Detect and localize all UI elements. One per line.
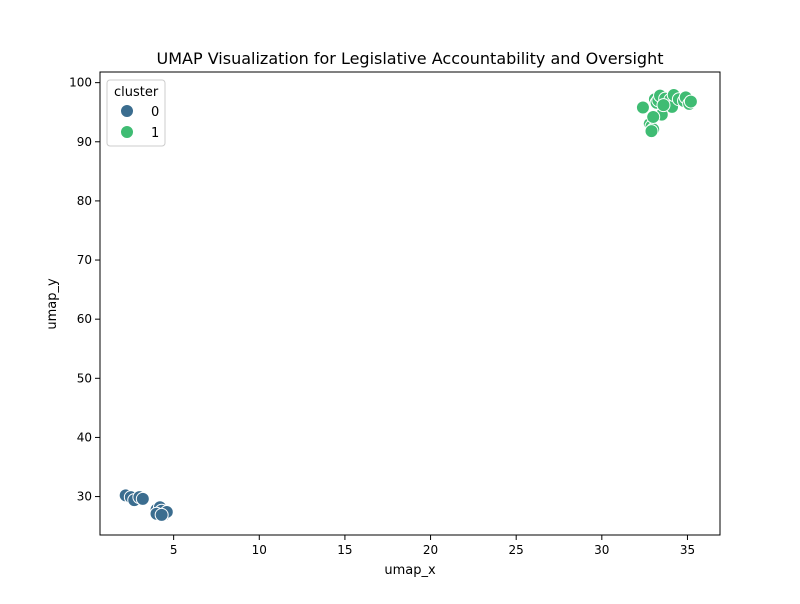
y-tick-label: 50 <box>77 371 92 385</box>
x-tick-label: 10 <box>252 543 267 557</box>
axes-frame <box>99 71 721 536</box>
point-cluster-0 <box>154 507 169 522</box>
y-axis-label: umap_y <box>45 278 60 330</box>
legend-title: cluster <box>114 85 159 100</box>
y-axis-ticks: 30 40 50 60 70 80 90 100 <box>69 76 100 504</box>
point-cluster-1 <box>644 124 659 139</box>
x-tick-label: 5 <box>170 543 178 557</box>
legend-label-1: 1 <box>151 126 159 141</box>
legend-label-0: 0 <box>151 105 159 120</box>
x-tick-label: 15 <box>337 543 352 557</box>
y-tick-label: 60 <box>77 312 92 326</box>
y-tick-label: 40 <box>77 430 92 444</box>
data-points <box>118 88 698 522</box>
point-cluster-1 <box>646 109 661 124</box>
point-cluster-1 <box>656 98 671 113</box>
x-axis-ticks: 5 10 15 20 25 30 35 <box>170 535 695 557</box>
y-tick-label: 70 <box>77 253 92 267</box>
y-tick-label: 30 <box>77 490 92 504</box>
legend: cluster 01 <box>106 79 166 147</box>
legend-items: 01 <box>120 104 159 141</box>
legend-marker-1 <box>120 125 134 139</box>
x-tick-label: 25 <box>509 543 524 557</box>
y-tick-label: 80 <box>77 194 92 208</box>
x-axis-label: umap_x <box>384 563 436 578</box>
point-cluster-0 <box>135 491 150 506</box>
x-tick-label: 30 <box>594 543 609 557</box>
point-cluster-1 <box>635 100 650 115</box>
plot-area <box>99 71 721 536</box>
chart-title: UMAP Visualization for Legislative Accou… <box>157 49 664 68</box>
point-cluster-1 <box>683 94 698 109</box>
x-tick-label: 35 <box>680 543 695 557</box>
y-tick-label: 100 <box>69 76 92 90</box>
y-tick-label: 90 <box>77 135 92 149</box>
legend-marker-0 <box>120 104 134 118</box>
x-tick-label: 20 <box>423 543 438 557</box>
